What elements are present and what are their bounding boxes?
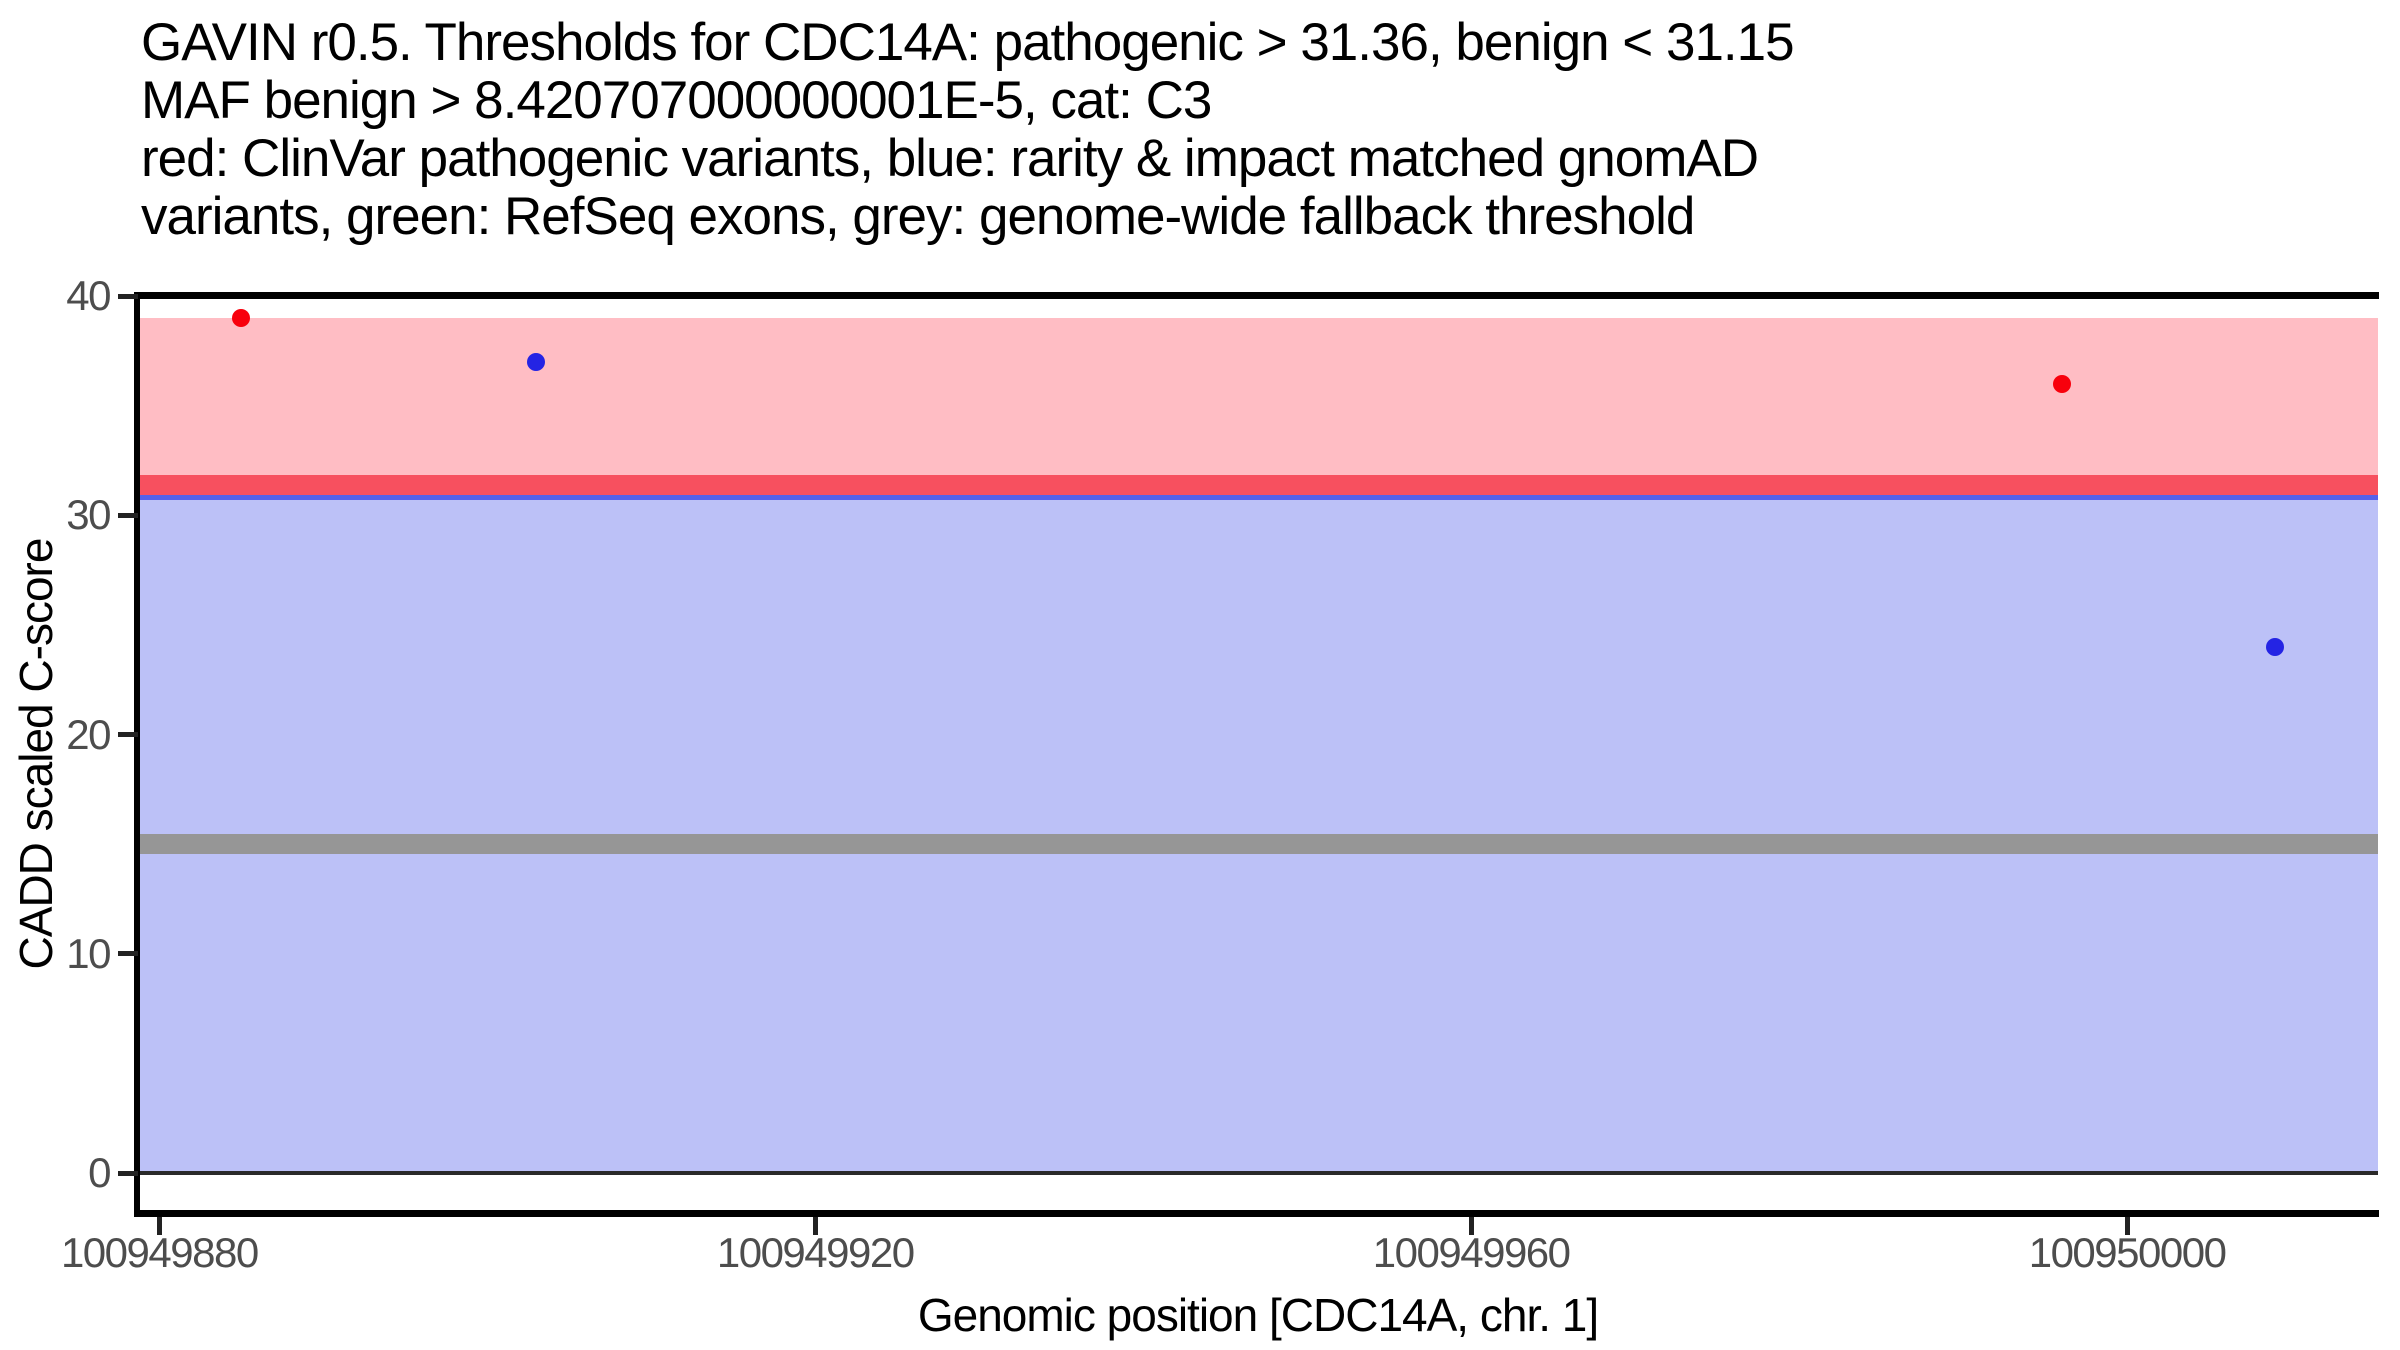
x-tick-label: 100949920 — [716, 1229, 915, 1276]
y-tick-mark — [118, 512, 138, 518]
x-axis-title: Genomic position [CDC14A, chr. 1] — [917, 1289, 1599, 1341]
data-point — [2052, 374, 2071, 393]
x-tick-label: 100949960 — [1372, 1229, 1571, 1276]
panel-border-top — [134, 292, 2379, 299]
plot-panel — [138, 296, 2378, 1213]
y-tick-mark — [118, 951, 138, 957]
plot-title-line-1: GAVIN r0.5. Thresholds for CDC14A: patho… — [141, 13, 1795, 72]
x-tick-label: 100949880 — [60, 1229, 259, 1276]
data-point — [232, 308, 251, 327]
x-axis-line — [134, 1210, 2379, 1217]
y-tick-label: 10 — [66, 929, 111, 977]
y-tick-mark — [118, 732, 138, 738]
plot-title-line-4: variants, green: RefSeq exons, grey: gen… — [141, 187, 1695, 246]
zero-line — [138, 1171, 2378, 1176]
data-point — [2265, 637, 2284, 656]
y-tick-mark — [118, 1170, 138, 1176]
y-axis-line — [134, 292, 140, 1217]
plot-title: GAVIN r0.5. Thresholds for CDC14A: patho… — [141, 13, 1795, 246]
plot-title-line-2: MAF benign > 8.420707000000001E-5, cat: … — [141, 71, 1212, 130]
pathogenic-region — [138, 317, 2378, 486]
x-tick-mark — [812, 1217, 818, 1235]
y-tick-label: 0 — [88, 1149, 111, 1197]
y-tick-label: 40 — [66, 272, 111, 319]
data-point — [527, 352, 546, 371]
y-tick-mark — [118, 293, 138, 299]
x-tick-mark — [156, 1217, 162, 1235]
y-tick-label: 30 — [66, 491, 111, 539]
x-tick-mark — [1468, 1217, 1474, 1235]
pathogenic-threshold-line — [138, 475, 2378, 496]
fallback-threshold-line — [138, 834, 2378, 855]
y-tick-label: 20 — [66, 710, 111, 758]
benign-region — [138, 490, 2378, 1174]
x-tick-mark — [2124, 1217, 2130, 1235]
plot-title-line-3: red: ClinVar pathogenic variants, blue: … — [141, 129, 1759, 188]
x-tick-label: 100950000 — [2028, 1229, 2227, 1276]
